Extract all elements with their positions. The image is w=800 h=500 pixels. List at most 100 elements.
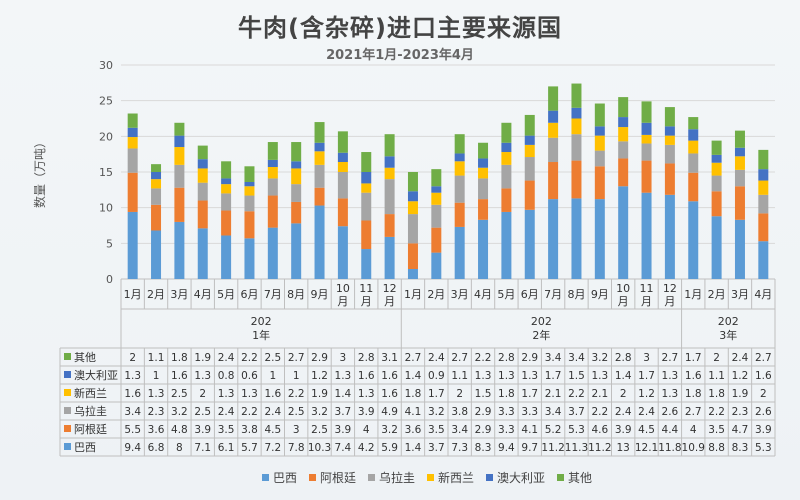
data-label: 3.7 bbox=[335, 406, 352, 418]
x-tick-label: 10 bbox=[336, 282, 350, 295]
bar-segment bbox=[688, 201, 699, 279]
data-label: 3 bbox=[340, 352, 347, 364]
bar-segment bbox=[314, 164, 325, 188]
bar-segment bbox=[664, 135, 675, 145]
data-label: 2.1 bbox=[591, 388, 608, 400]
data-label: 8.3 bbox=[732, 442, 749, 454]
data-label: 3.4 bbox=[451, 424, 468, 436]
bar-segment bbox=[127, 211, 138, 279]
data-label: 2.6 bbox=[662, 406, 679, 418]
data-label: 2 bbox=[620, 388, 627, 400]
bar-segment bbox=[244, 238, 255, 279]
bar-segment bbox=[571, 118, 582, 135]
data-label: 3.2 bbox=[591, 352, 608, 364]
bar-segment bbox=[127, 172, 138, 212]
bar-segment bbox=[337, 131, 348, 153]
data-label: 0.8 bbox=[218, 370, 235, 382]
data-label: 2 bbox=[456, 388, 463, 400]
bar-segment bbox=[314, 142, 325, 152]
data-label: 3.4 bbox=[124, 406, 141, 418]
x-tick-label: 8月 bbox=[287, 288, 305, 301]
bar-segment bbox=[151, 164, 162, 172]
data-label: 2.9 bbox=[521, 352, 538, 364]
legend-key bbox=[64, 371, 71, 378]
bar-segment bbox=[291, 142, 302, 162]
data-label: 2.9 bbox=[475, 406, 492, 418]
data-label: 4.8 bbox=[171, 424, 188, 436]
bar-segment bbox=[384, 236, 395, 279]
data-label: 1 bbox=[153, 370, 160, 382]
bar-segment bbox=[734, 147, 745, 157]
bar-segment bbox=[548, 137, 559, 163]
data-label: 10.3 bbox=[308, 442, 331, 454]
year-group-label: 2年 bbox=[532, 328, 550, 342]
data-label: 2.7 bbox=[755, 352, 772, 364]
data-label: 1.2 bbox=[311, 370, 328, 382]
bar-segment bbox=[431, 252, 442, 279]
bar-segment bbox=[501, 188, 512, 212]
bar-segment bbox=[758, 213, 769, 242]
legend-key bbox=[64, 407, 71, 414]
data-label: 2.3 bbox=[732, 406, 749, 418]
data-label: 9.4 bbox=[498, 442, 515, 454]
bar-segment bbox=[337, 162, 348, 172]
data-label: 4.6 bbox=[591, 424, 608, 436]
bar-segment bbox=[221, 235, 232, 279]
x-tick-label: 月 bbox=[618, 295, 629, 308]
bar-segment bbox=[524, 144, 535, 158]
x-tick-label: 7月 bbox=[544, 288, 562, 301]
bar-segment bbox=[361, 183, 372, 193]
data-label: 4.1 bbox=[405, 406, 422, 418]
bar-segment bbox=[571, 83, 582, 108]
bar-segment bbox=[384, 156, 395, 168]
bar-segment bbox=[244, 166, 255, 182]
data-label: 3.9 bbox=[335, 424, 352, 436]
bar-segment bbox=[337, 198, 348, 227]
data-label: 1.6 bbox=[381, 388, 398, 400]
bar-segment bbox=[641, 101, 652, 123]
data-label: 2.7 bbox=[685, 406, 702, 418]
bar-segment bbox=[361, 172, 372, 184]
bar-segment bbox=[688, 140, 699, 154]
data-label: 11.2 bbox=[588, 442, 611, 454]
data-label: 1.3 bbox=[148, 388, 165, 400]
data-label: 1.3 bbox=[521, 370, 538, 382]
bar-segment bbox=[267, 178, 278, 196]
data-label: 3.2 bbox=[171, 406, 188, 418]
data-label: 1 bbox=[269, 370, 276, 382]
bar-segment bbox=[711, 140, 722, 155]
data-label: 3.2 bbox=[428, 406, 445, 418]
data-label: 2.8 bbox=[358, 352, 375, 364]
bar-segment bbox=[571, 198, 582, 279]
bar-segment bbox=[594, 135, 605, 151]
bar-segment bbox=[267, 195, 278, 228]
bar-segment bbox=[734, 219, 745, 279]
bar-segment bbox=[337, 172, 348, 199]
bar-segment bbox=[197, 200, 208, 229]
bar-segment bbox=[641, 160, 652, 193]
data-label: 2.4 bbox=[638, 406, 655, 418]
x-tick-label: 4月 bbox=[474, 288, 492, 301]
x-tick-label: 3月 bbox=[451, 288, 469, 301]
bar-segment bbox=[291, 184, 302, 202]
bar-segment bbox=[664, 107, 675, 127]
data-label: 1.4 bbox=[405, 370, 422, 382]
data-label: 4.4 bbox=[662, 424, 679, 436]
data-label: 4.1 bbox=[521, 424, 538, 436]
y-tick-label: 10 bbox=[99, 202, 113, 215]
bar-segment bbox=[758, 169, 769, 181]
data-label: 3.6 bbox=[405, 424, 422, 436]
legend-swatch bbox=[427, 474, 434, 481]
chart-title: 牛肉(含杂碎)进口主要来源国 bbox=[238, 14, 562, 42]
legend-swatch bbox=[309, 474, 316, 481]
legend-key bbox=[64, 443, 71, 450]
bar-segment bbox=[174, 135, 185, 148]
bar-segment bbox=[151, 188, 162, 205]
bar-segment bbox=[734, 130, 745, 148]
data-label: 2.9 bbox=[311, 352, 328, 364]
bar-segment bbox=[548, 122, 559, 138]
bar-segment bbox=[734, 169, 745, 187]
data-label: 2 bbox=[199, 388, 206, 400]
data-label: 2.2 bbox=[241, 352, 258, 364]
data-label: 4 bbox=[690, 424, 697, 436]
